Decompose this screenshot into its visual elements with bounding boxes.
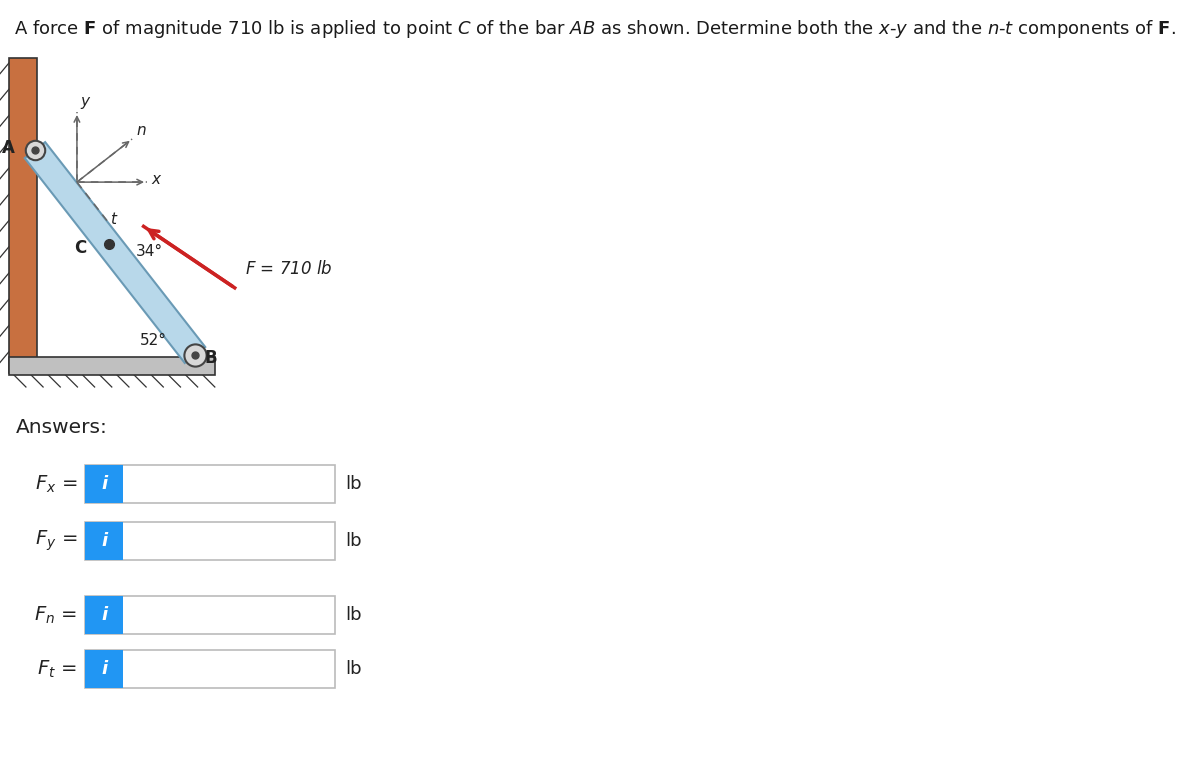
Text: lb: lb	[346, 660, 361, 678]
Bar	[8, 357, 215, 375]
Text: i: i	[101, 606, 107, 624]
Text: Answers:: Answers:	[16, 418, 108, 437]
Text: lb: lb	[346, 475, 361, 493]
Text: C: C	[74, 239, 86, 257]
Text: lb: lb	[346, 532, 361, 550]
Text: i: i	[101, 475, 107, 493]
Text: $F_y$ =: $F_y$ =	[35, 529, 77, 553]
Text: t: t	[110, 212, 116, 227]
Text: A force $\mathbf{F}$ of magnitude 710 lb is applied to point $C$ of the bar $AB$: A force $\mathbf{F}$ of magnitude 710 lb…	[14, 18, 1176, 40]
Bar	[85, 650, 335, 688]
Text: lb: lb	[346, 606, 361, 624]
Bar	[85, 650, 124, 688]
Text: $F_n$ =: $F_n$ =	[34, 604, 77, 626]
Bar	[85, 465, 124, 503]
Bar	[85, 465, 335, 503]
Text: n: n	[136, 123, 145, 138]
Polygon shape	[25, 142, 205, 363]
Bar	[85, 596, 124, 634]
Text: x: x	[151, 172, 160, 187]
Bar	[85, 522, 335, 560]
Bar	[85, 596, 335, 634]
Bar	[8, 58, 37, 373]
Text: i: i	[101, 532, 107, 550]
Text: 52°: 52°	[140, 333, 167, 348]
Text: 34°: 34°	[136, 244, 163, 260]
Text: $F_t$ =: $F_t$ =	[37, 658, 77, 680]
Text: y: y	[80, 94, 89, 109]
Text: B: B	[205, 349, 217, 367]
Text: $F$ = 710 lb: $F$ = 710 lb	[245, 260, 332, 278]
Bar	[85, 522, 124, 560]
Text: A: A	[2, 139, 14, 157]
Text: $F_x$ =: $F_x$ =	[35, 473, 77, 495]
Text: i: i	[101, 660, 107, 678]
